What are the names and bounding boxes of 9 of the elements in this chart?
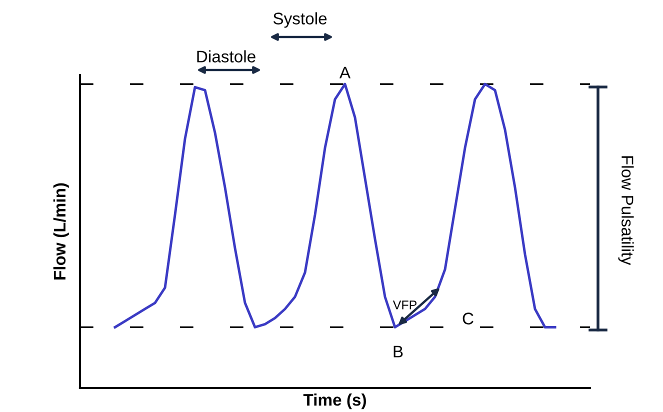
annotation: C bbox=[462, 312, 474, 324]
text: A bbox=[339, 66, 351, 78]
text: Flow Pulsatility bbox=[618, 156, 634, 266]
annotation: VFP bbox=[392, 300, 416, 310]
text: Diastole bbox=[197, 50, 256, 62]
y-axis-title: Flow (L/min) bbox=[53, 183, 69, 280]
x-axis-title: Time (s) bbox=[303, 394, 366, 410]
text: Systole bbox=[273, 12, 327, 28]
annotation: B bbox=[394, 346, 403, 358]
